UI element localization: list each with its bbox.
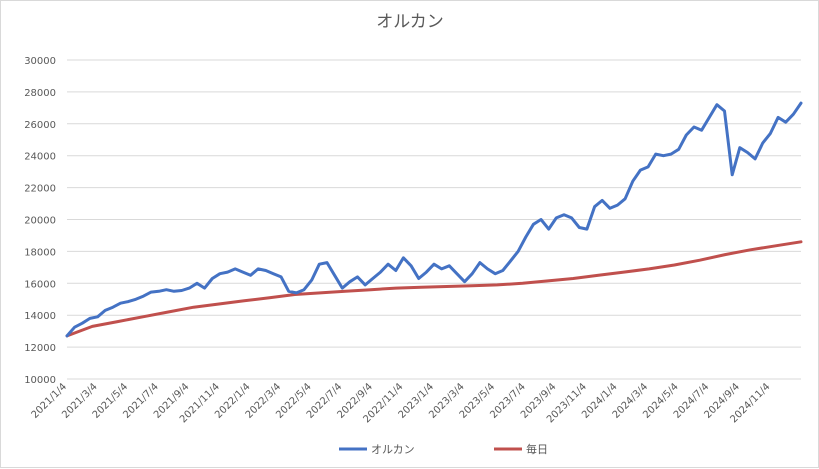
- chart-title: オルカン: [376, 12, 444, 32]
- legend: オルカン 毎日: [339, 443, 548, 456]
- series-lines: [65, 101, 803, 338]
- y-tick-label: 10000: [24, 375, 56, 386]
- y-tick-label: 14000: [24, 311, 56, 322]
- y-tick-label: 16000: [24, 279, 56, 290]
- x-axis-ticks: 2021/1/42021/3/42021/5/42021/7/42021/9/4…: [30, 381, 773, 425]
- y-tick-label: 12000: [24, 343, 56, 354]
- y-tick-label: 26000: [24, 120, 56, 131]
- y-tick-label: 28000: [24, 88, 56, 99]
- gridlines: [67, 59, 801, 380]
- y-tick-label: 24000: [24, 152, 56, 163]
- y-tick-label: 30000: [24, 56, 56, 67]
- y-tick-label: 22000: [24, 184, 56, 195]
- legend-label: 毎日: [526, 443, 548, 456]
- legend-label: オルカン: [371, 443, 415, 456]
- series-line: [65, 101, 803, 338]
- y-tick-label: 18000: [24, 247, 56, 258]
- series-line: [65, 240, 803, 338]
- y-tick-label: 20000: [24, 216, 56, 227]
- y-axis-ticks: 10000 12000 14000 16000 18000 20000 22000 24000…: [24, 56, 56, 386]
